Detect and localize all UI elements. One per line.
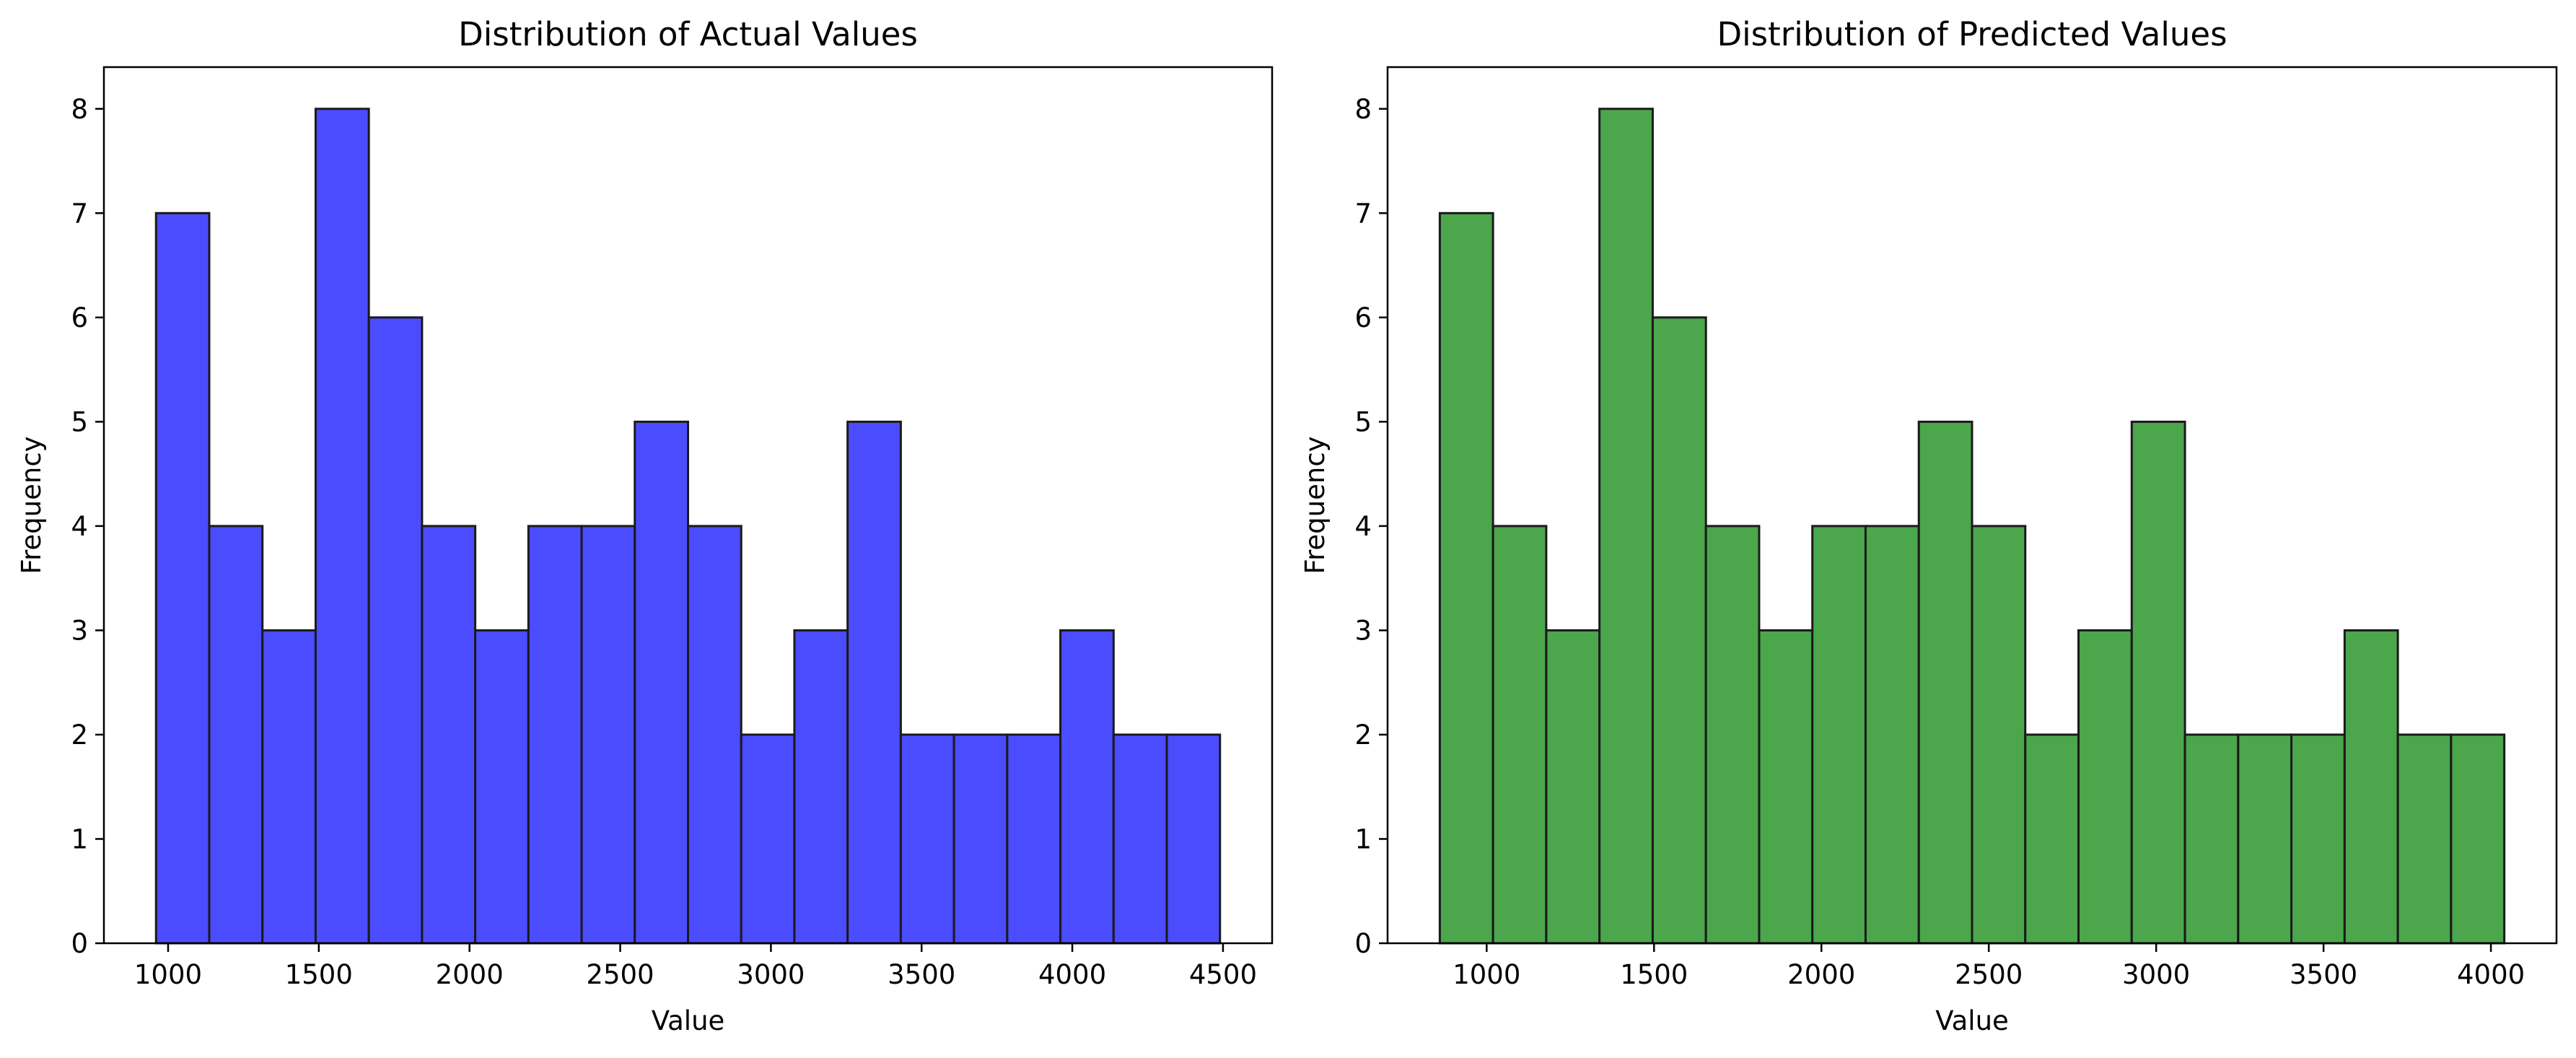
x-tick-label: 4000 <box>1038 959 1106 990</box>
histogram-bar <box>1165 733 1222 945</box>
x-tick-label: 2000 <box>1787 959 1855 990</box>
histogram-bar <box>1006 733 1062 945</box>
histogram-bar <box>314 108 370 945</box>
y-tick-label: 0 <box>1354 928 1372 959</box>
ticks: 1000 1500 2000 2500 3000 3500 4000 0 1 2 3 4 5 6 7 8 <box>1354 94 2525 990</box>
x-axis-label: Value <box>1935 1005 2009 1036</box>
histogram-bar <box>421 525 477 945</box>
histogram-bar <box>2396 733 2453 945</box>
x-tick-label: 1500 <box>1620 959 1688 990</box>
y-tick-label: 6 <box>1354 302 1372 333</box>
histogram-bar <box>2450 733 2506 945</box>
y-tick-label: 8 <box>71 94 88 125</box>
x-tick-label: 2500 <box>586 959 654 990</box>
histogram-bar <box>1811 525 1867 945</box>
x-tick-label: 1000 <box>134 959 202 990</box>
y-tick-label: 1 <box>71 823 88 854</box>
histogram-bar <box>154 211 211 945</box>
y-tick-label: 3 <box>1354 615 1372 646</box>
x-tick-label: 4000 <box>2457 959 2525 990</box>
histogram-bar <box>1758 629 1814 945</box>
histogram-bar <box>580 525 636 945</box>
histogram-bar <box>1971 525 2027 945</box>
ticks: 1000 1500 2000 2500 3000 3500 4000 4500 0 1 2 3 4 5 6 7… <box>71 94 1257 990</box>
histogram-bar <box>367 316 424 945</box>
histogram-bar <box>1651 316 1707 945</box>
histogram-bar <box>952 733 1009 945</box>
x-tick-label: 2000 <box>436 959 504 990</box>
y-axis-label: Frequency <box>1300 436 1331 574</box>
y-tick-label: 7 <box>1354 198 1372 229</box>
histogram-bar <box>2077 629 2133 945</box>
histogram-bar <box>2183 733 2240 945</box>
chart-title: Distribution of Predicted Values <box>1717 15 2227 53</box>
x-tick-label: 3000 <box>737 959 805 990</box>
histogram-bar <box>899 733 955 945</box>
y-tick-label: 0 <box>71 928 88 959</box>
y-tick-label: 3 <box>71 615 88 646</box>
y-tick-label: 7 <box>71 198 88 229</box>
y-tick-label: 5 <box>1354 406 1372 437</box>
histogram-bar <box>1864 525 1920 945</box>
x-tick-label: 3500 <box>2290 959 2357 990</box>
histogram-bar <box>687 525 742 945</box>
histogram-actual: Distribution of Actual Values Value Freq… <box>16 15 1274 1036</box>
y-tick-label: 4 <box>1354 511 1372 542</box>
x-tick-label: 1000 <box>1453 959 1520 990</box>
y-tick-label: 1 <box>1354 823 1372 854</box>
axes-frame <box>102 66 1274 945</box>
histogram-bar <box>2343 629 2399 945</box>
y-tick-label: 8 <box>1354 94 1372 125</box>
x-tick-label: 2500 <box>1955 959 2023 990</box>
y-tick-label: 4 <box>71 511 88 542</box>
histogram-bar <box>2290 733 2346 945</box>
histogram-bar <box>1917 420 1973 945</box>
histogram-bar <box>793 629 849 945</box>
axes-frame <box>1386 66 2558 945</box>
histogram-bar <box>527 525 583 945</box>
chart-title: Distribution of Actual Values <box>458 15 918 53</box>
histogram-bar <box>634 420 689 945</box>
x-tick-label: 3000 <box>2122 959 2190 990</box>
bars <box>154 108 1222 945</box>
histogram-bar <box>2130 420 2186 945</box>
histogram-bar <box>261 629 317 945</box>
histogram-bar <box>2237 733 2293 945</box>
histogram-bar <box>1059 629 1115 945</box>
histogram-bar <box>2024 733 2080 945</box>
histogram-bar <box>846 420 902 945</box>
x-axis-label: Value <box>652 1005 725 1036</box>
x-tick-label: 3500 <box>888 959 955 990</box>
histogram-bar <box>1438 211 1494 945</box>
histogram-bar <box>1112 733 1168 945</box>
histogram-bar <box>474 629 530 945</box>
histogram-bar <box>740 733 796 945</box>
y-tick-label: 2 <box>1354 720 1372 751</box>
x-tick-label: 4500 <box>1189 959 1257 990</box>
histogram-bar <box>208 525 264 945</box>
histogram-predicted: Distribution of Predicted Values Value F… <box>1300 15 2558 1036</box>
x-tick-label: 1500 <box>285 959 353 990</box>
histogram-bar <box>1704 525 1761 945</box>
y-tick-label: 2 <box>71 720 88 751</box>
y-tick-label: 6 <box>71 302 88 333</box>
histogram-bar <box>1598 108 1654 945</box>
y-axis-label: Frequency <box>16 436 47 574</box>
histogram-bar <box>1491 525 1548 945</box>
y-tick-label: 5 <box>71 406 88 437</box>
histogram-bar <box>1545 629 1601 945</box>
